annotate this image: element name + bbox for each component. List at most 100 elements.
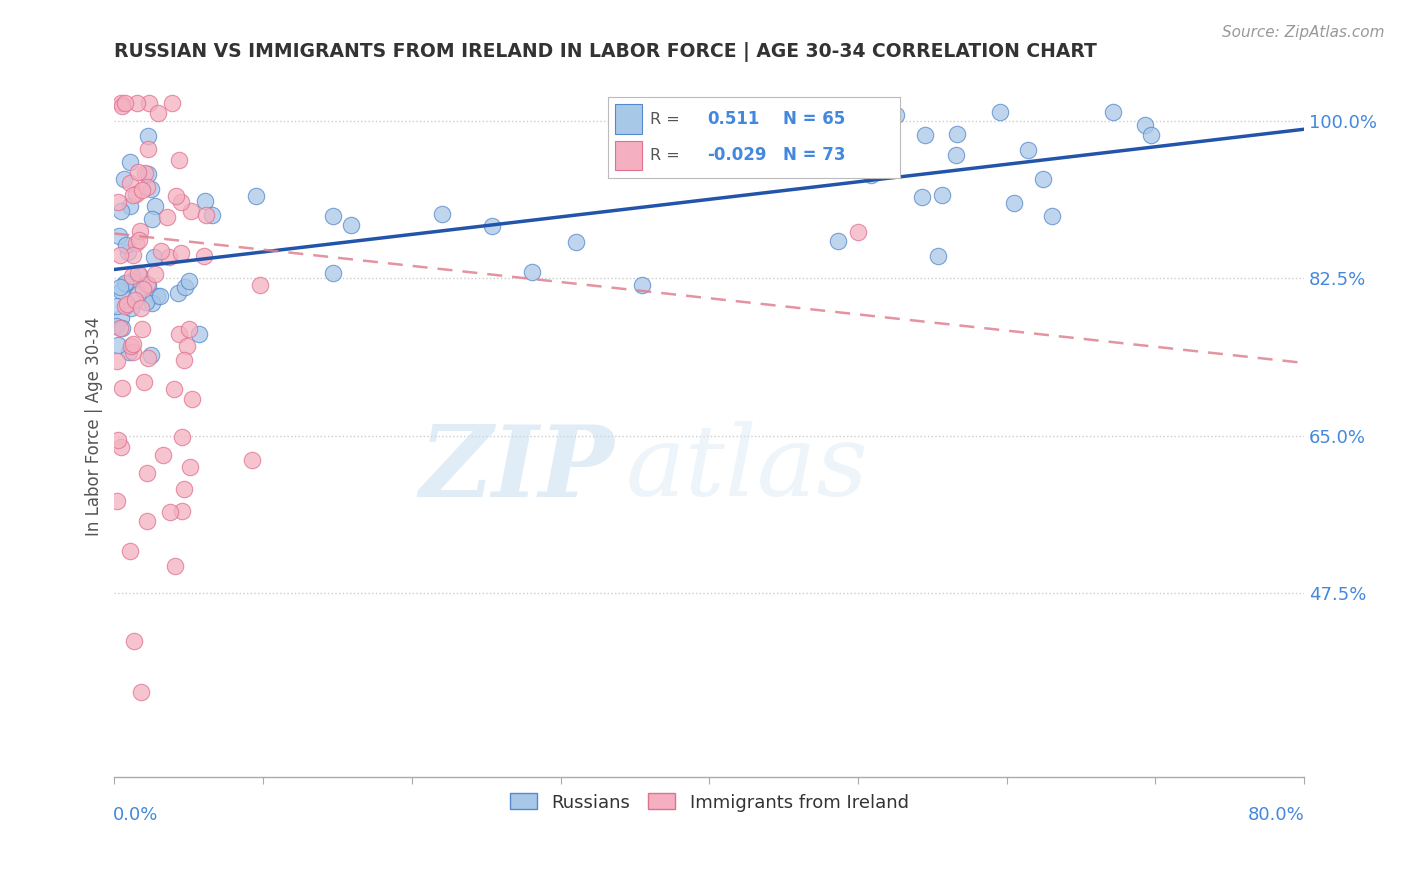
Point bbox=[177, 274, 200, 288]
Point bbox=[141, 212, 163, 227]
Point bbox=[150, 244, 173, 258]
Point bbox=[129, 268, 152, 283]
Point bbox=[148, 106, 170, 120]
Point bbox=[131, 684, 153, 698]
Point bbox=[249, 277, 271, 292]
Point bbox=[565, 235, 588, 249]
Point bbox=[135, 514, 157, 528]
Point bbox=[108, 320, 131, 334]
Point bbox=[129, 301, 152, 315]
Point bbox=[136, 277, 159, 292]
Point bbox=[136, 142, 159, 156]
Point bbox=[134, 165, 156, 179]
Point bbox=[110, 440, 132, 454]
Point bbox=[107, 338, 129, 352]
Point bbox=[125, 187, 148, 202]
Point bbox=[125, 236, 148, 251]
Point bbox=[127, 266, 149, 280]
Point bbox=[432, 207, 454, 221]
Point bbox=[322, 209, 344, 223]
Point bbox=[107, 229, 129, 244]
Text: ZIP: ZIP bbox=[419, 420, 614, 517]
Point bbox=[118, 544, 141, 558]
Point bbox=[339, 218, 361, 232]
Point bbox=[105, 354, 128, 368]
Point bbox=[114, 277, 136, 292]
Point bbox=[121, 337, 143, 351]
Point bbox=[194, 208, 217, 222]
Point bbox=[170, 503, 193, 517]
Text: 0.0%: 0.0% bbox=[112, 806, 159, 824]
Point bbox=[127, 286, 149, 301]
Point bbox=[121, 248, 143, 262]
Point bbox=[914, 128, 936, 142]
Point bbox=[111, 380, 134, 394]
Point bbox=[136, 180, 159, 194]
Point bbox=[1101, 105, 1123, 120]
Point bbox=[136, 129, 159, 144]
Point bbox=[245, 189, 267, 203]
Point bbox=[143, 267, 166, 281]
Point bbox=[1032, 171, 1054, 186]
Point bbox=[110, 285, 132, 299]
Text: atlas: atlas bbox=[626, 421, 869, 516]
Point bbox=[859, 168, 882, 182]
Point bbox=[122, 345, 145, 359]
Point bbox=[139, 348, 162, 362]
Point bbox=[143, 250, 166, 264]
Point bbox=[127, 164, 149, 178]
Point bbox=[114, 276, 136, 290]
Point bbox=[827, 234, 849, 248]
Point bbox=[931, 188, 953, 202]
Point bbox=[322, 267, 344, 281]
Point bbox=[945, 147, 967, 161]
Point bbox=[157, 250, 180, 264]
Point bbox=[124, 293, 146, 307]
Point bbox=[165, 189, 187, 203]
Point bbox=[1133, 118, 1156, 132]
Point bbox=[146, 289, 169, 303]
Point bbox=[160, 96, 183, 111]
Point bbox=[846, 225, 869, 239]
Y-axis label: In Labor Force | Age 30-34: In Labor Force | Age 30-34 bbox=[86, 318, 103, 536]
Point bbox=[110, 96, 132, 111]
Point bbox=[118, 155, 141, 169]
Point bbox=[179, 460, 201, 475]
Point bbox=[107, 433, 129, 447]
Point bbox=[135, 295, 157, 310]
Point bbox=[110, 204, 132, 219]
Point bbox=[136, 467, 159, 481]
Point bbox=[170, 194, 193, 209]
Point bbox=[173, 280, 195, 294]
Point bbox=[111, 99, 134, 113]
Point bbox=[118, 345, 141, 359]
Point bbox=[1017, 143, 1039, 157]
Point bbox=[105, 299, 128, 313]
Text: 80.0%: 80.0% bbox=[1247, 806, 1305, 824]
Point bbox=[114, 299, 136, 313]
Point bbox=[152, 448, 174, 462]
Point bbox=[165, 559, 187, 574]
Point bbox=[159, 505, 181, 519]
Point bbox=[115, 238, 138, 252]
Point bbox=[131, 183, 153, 197]
Point bbox=[481, 219, 503, 233]
Point bbox=[114, 96, 136, 111]
Point bbox=[107, 194, 129, 209]
Point bbox=[187, 326, 209, 341]
Point bbox=[181, 392, 204, 406]
Point bbox=[166, 286, 188, 301]
Point bbox=[945, 127, 967, 141]
Point bbox=[120, 176, 142, 190]
Point bbox=[143, 199, 166, 213]
Point bbox=[115, 296, 138, 310]
Point bbox=[121, 274, 143, 288]
Point bbox=[170, 246, 193, 260]
Point bbox=[163, 382, 186, 396]
Point bbox=[522, 265, 544, 279]
Point bbox=[1040, 209, 1063, 223]
Point bbox=[884, 108, 907, 122]
Point bbox=[128, 233, 150, 247]
Point bbox=[112, 171, 135, 186]
Point bbox=[911, 189, 934, 203]
